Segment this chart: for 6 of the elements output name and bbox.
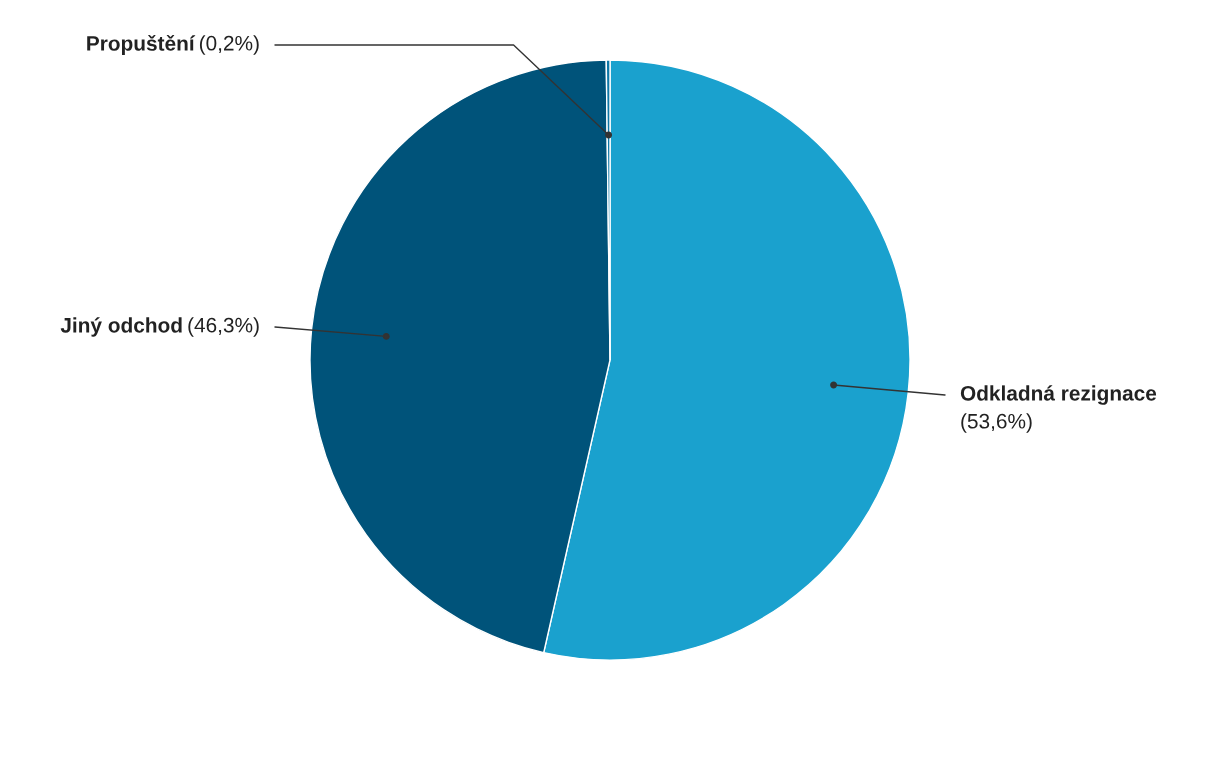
- slice-label: Jiný odchod: [60, 317, 182, 337]
- data-label: (0,2%): [199, 35, 259, 55]
- slice-label: Odkladná rezignace: [960, 385, 1157, 405]
- slice-label: Propuštění: [87, 35, 196, 55]
- data-label: (53,6%): [961, 413, 1032, 433]
- data-label: (46,3%): [188, 317, 259, 337]
